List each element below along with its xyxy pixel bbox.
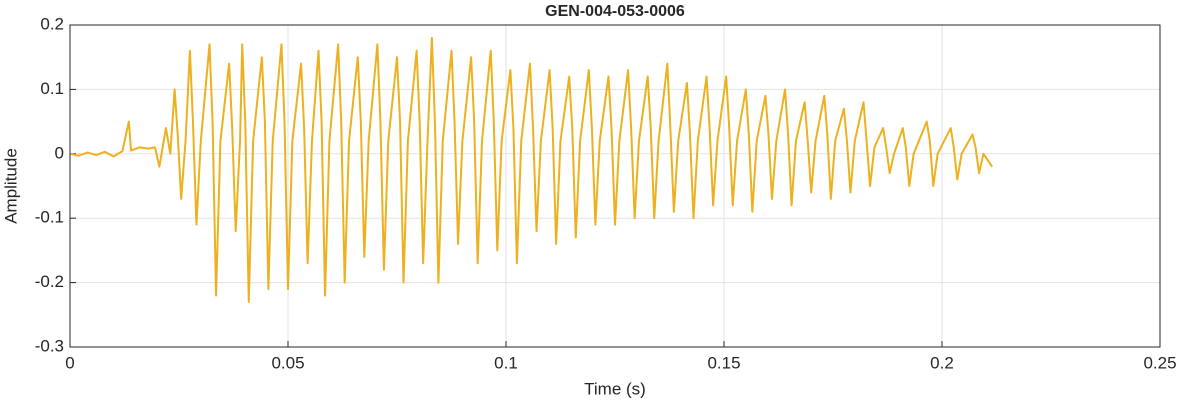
x-tick-label: 0.25: [1143, 353, 1176, 372]
x-tick-label: 0: [65, 353, 74, 372]
y-axis-label: Amplitude: [1, 148, 20, 224]
y-tick-label: -0.3: [35, 336, 64, 355]
chart-title: GEN-004-053-0006: [545, 3, 685, 20]
y-tick-label: 0.2: [40, 14, 64, 33]
y-tick-label: -0.1: [35, 208, 64, 227]
x-tick-label: 0.1: [494, 353, 518, 372]
x-tick-label: 0.05: [271, 353, 304, 372]
x-axis-label: Time (s): [584, 379, 646, 398]
y-tick-label: 0: [55, 143, 64, 162]
waveform-line: [69, 36, 993, 303]
y-tick-label: 0.1: [40, 79, 64, 98]
x-tick-label: 0.2: [930, 353, 954, 372]
x-tick-label: 0.15: [707, 353, 740, 372]
plot-frame: [69, 24, 1161, 348]
y-tick-label: -0.2: [35, 272, 64, 291]
